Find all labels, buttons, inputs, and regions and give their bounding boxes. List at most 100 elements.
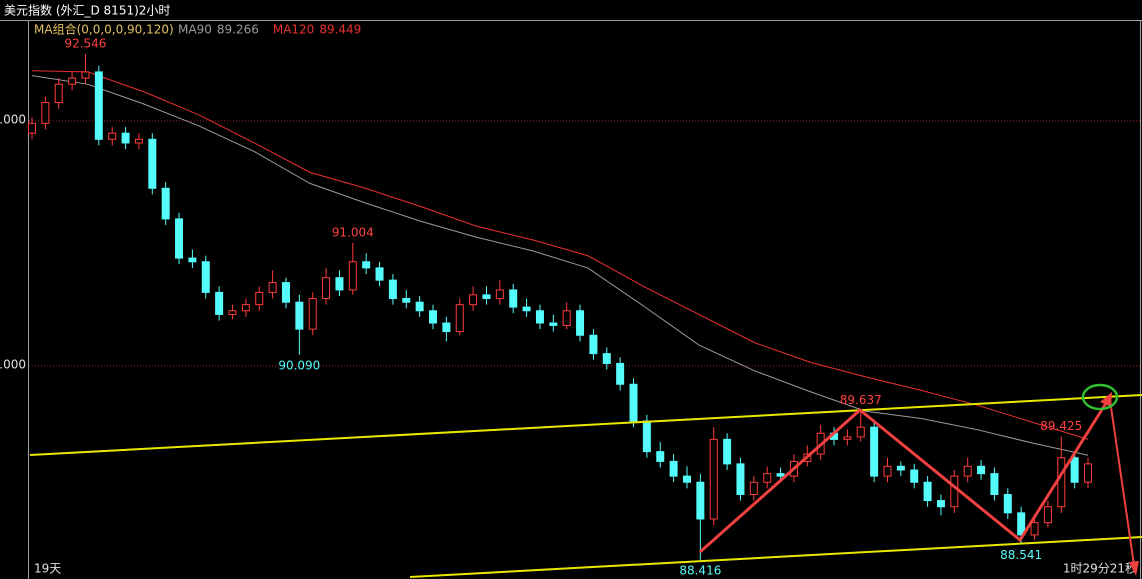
candle-body — [963, 465, 972, 477]
candle-body — [429, 310, 438, 324]
candle-body — [68, 77, 77, 85]
candle-body — [81, 71, 90, 79]
candle-body — [322, 277, 331, 300]
candle-body — [415, 301, 424, 312]
extreme-label: 92.546 — [64, 37, 106, 51]
legend-name: MA120 — [273, 23, 314, 37]
drawings — [29, 383, 1142, 578]
candle-body — [41, 102, 50, 124]
candle-body — [602, 353, 611, 364]
candle-body — [455, 304, 464, 333]
candle-body — [576, 310, 585, 336]
ma-line — [31, 70, 1089, 440]
candle-body — [241, 304, 250, 312]
candle-body — [108, 132, 117, 140]
candle-body — [281, 282, 290, 303]
candle-body — [616, 362, 625, 385]
extreme-label: 88.416 — [679, 563, 721, 577]
candle-body — [977, 465, 986, 475]
candle-body — [495, 289, 504, 300]
candle-body — [1003, 493, 1012, 514]
candle-body — [709, 438, 718, 520]
candle-body — [749, 481, 758, 495]
candle-body — [94, 71, 103, 140]
candle-body — [629, 383, 638, 422]
candle-body — [549, 322, 558, 326]
channel-bottom — [409, 536, 1142, 578]
candle-body — [335, 277, 344, 291]
candle-body — [910, 469, 919, 483]
candle-body — [442, 322, 451, 333]
legend-value: 89.449 — [319, 23, 361, 37]
arrow-head — [1129, 561, 1139, 576]
y-tick-label: 92.000 — [0, 112, 26, 126]
channel-top — [29, 394, 1142, 456]
candle-body — [469, 294, 478, 306]
candle-body — [763, 473, 772, 483]
candle-body — [308, 298, 317, 330]
candle-body — [522, 306, 531, 312]
ma-line — [31, 75, 1089, 456]
candle-body — [148, 138, 157, 189]
candle-body — [509, 289, 518, 308]
candle-body — [856, 426, 865, 438]
extreme-label: 88.541 — [1000, 548, 1042, 562]
candle-body — [990, 473, 999, 495]
candle-body — [388, 279, 397, 300]
candle-body — [161, 187, 170, 220]
y-tick-label: 90.000 — [0, 357, 26, 371]
extreme-label: 90.090 — [278, 358, 320, 372]
candle-body — [669, 460, 678, 477]
candle-body — [535, 310, 544, 324]
extreme-label: 89.637 — [840, 393, 882, 407]
wave-arrow — [699, 399, 1110, 554]
candle-body — [589, 334, 598, 355]
candle-body — [843, 436, 852, 440]
candle-body — [1070, 457, 1079, 483]
candle-body — [776, 473, 785, 477]
candle-body — [362, 261, 371, 269]
candle-body — [201, 261, 210, 293]
candle-body — [228, 310, 237, 315]
candle-body — [295, 301, 304, 330]
candle-body — [656, 451, 665, 462]
candle-body — [402, 298, 411, 303]
candle-body — [723, 438, 732, 465]
candle-body — [696, 481, 705, 520]
legend-name: MA90 — [178, 23, 212, 37]
extreme-label: 91.004 — [332, 225, 374, 239]
candle-body — [870, 426, 879, 477]
candle-body — [642, 420, 651, 453]
candle-body — [28, 122, 36, 134]
candle-body — [896, 465, 905, 471]
highlight-circle — [1081, 383, 1119, 411]
candle-body — [883, 465, 892, 477]
legend-value: 89.266 — [217, 23, 259, 37]
extreme-label: 89.425 — [1040, 419, 1082, 433]
candle-body — [375, 267, 384, 281]
arrow-head — [1100, 392, 1112, 407]
candle-body — [482, 294, 491, 300]
candle-body — [348, 261, 357, 291]
candle-body — [215, 291, 224, 315]
candle-body — [1057, 457, 1066, 508]
candle-body — [175, 218, 184, 259]
candle-body — [121, 132, 130, 144]
candle-body — [1043, 506, 1052, 524]
chart-title: 美元指数 (外汇_D 8151)2小时 — [4, 3, 170, 18]
period-label: 19天 — [34, 562, 61, 576]
candle-body — [268, 282, 277, 293]
candle-body — [134, 138, 143, 144]
candle-body — [54, 83, 63, 104]
candle-body — [923, 481, 932, 502]
candle-body — [1017, 512, 1026, 536]
candle-body — [682, 475, 691, 483]
candle-body — [936, 500, 945, 508]
down-arrow — [1109, 399, 1135, 566]
candle-body — [736, 463, 745, 495]
candle-body — [950, 475, 959, 508]
countdown: 1时29分21秒 — [1063, 562, 1137, 576]
